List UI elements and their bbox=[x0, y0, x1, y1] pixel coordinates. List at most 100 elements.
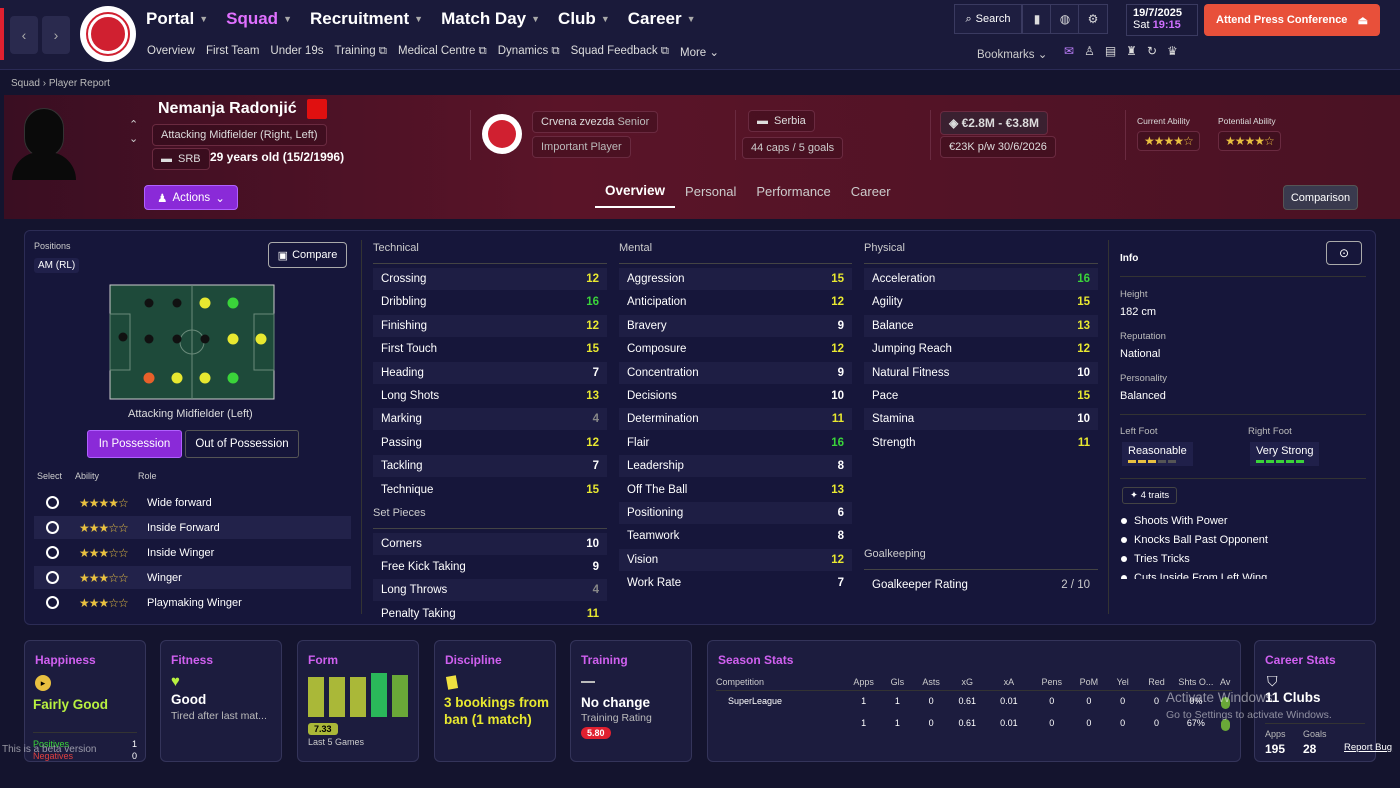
setpieces-attribute-row[interactable]: Long Throws 4 bbox=[373, 579, 607, 602]
press-conference-button[interactable]: Attend Press Conference ⏏ bbox=[1204, 4, 1380, 36]
subnav-overview[interactable]: Overview bbox=[147, 45, 195, 57]
chat-icon[interactable]: ✉ bbox=[1064, 44, 1075, 58]
subnav-medical[interactable]: Medical Centre ⧉ bbox=[398, 45, 487, 57]
tab-overview[interactable]: Overview bbox=[595, 183, 676, 208]
technical-attribute-row[interactable]: Long Shots 13 bbox=[373, 385, 607, 407]
mental-attribute-row[interactable]: Flair 16 bbox=[619, 432, 852, 454]
gear-icon[interactable]: ⚙ bbox=[1078, 4, 1108, 34]
technical-attribute-row[interactable]: Dribbling 16 bbox=[373, 291, 607, 313]
club-logo[interactable] bbox=[80, 6, 136, 62]
subnav-dynamics[interactable]: Dynamics ⧉ bbox=[497, 45, 560, 57]
role-row[interactable]: ★★★☆☆ Inside Winger bbox=[34, 541, 351, 564]
physical-attribute-row[interactable]: Stamina 10 bbox=[864, 408, 1098, 431]
role-radio[interactable] bbox=[46, 496, 59, 509]
club-badge[interactable] bbox=[482, 114, 522, 154]
trophy-icon[interactable]: ♛ bbox=[1167, 44, 1178, 58]
nav-squad[interactable]: Squad ▼ bbox=[226, 9, 292, 28]
role-row[interactable]: ★★★☆☆ Winger bbox=[34, 566, 351, 589]
bookmarks-menu[interactable]: Bookmarks ⌄ bbox=[977, 49, 1048, 61]
subnav-under19[interactable]: Under 19s bbox=[270, 45, 324, 57]
training-card[interactable]: Training No change Training Rating 5.80 bbox=[570, 640, 692, 762]
physical-attribute-row[interactable]: Pace 15 bbox=[864, 385, 1098, 407]
tactics-icon[interactable]: ♜ bbox=[1126, 44, 1137, 58]
tab-career[interactable]: Career bbox=[850, 184, 891, 199]
mental-attribute-row[interactable]: Leadership 8 bbox=[619, 455, 852, 478]
season-row[interactable]: SuperLeague 1 1 0 0.61 0.01 0 0 0 0 0% bbox=[716, 690, 1232, 712]
report-bug-link[interactable]: Report Bug bbox=[1344, 742, 1393, 753]
nav-match-day[interactable]: Match Day ▼ bbox=[441, 9, 541, 28]
technical-attribute-row[interactable]: Crossing 12 bbox=[373, 268, 607, 290]
technical-attribute-row[interactable]: Heading 7 bbox=[373, 361, 607, 384]
subnav-more[interactable]: More ⌄ bbox=[680, 47, 720, 59]
mental-attribute-row[interactable]: Teamwork 8 bbox=[619, 525, 852, 547]
physical-attribute-row[interactable]: Natural Fitness 10 bbox=[864, 361, 1098, 384]
nav-recruitment[interactable]: Recruitment ▼ bbox=[309, 9, 424, 28]
role-radio[interactable] bbox=[46, 596, 59, 609]
subnav-training[interactable]: Training ⧉ bbox=[334, 45, 387, 57]
mental-attribute-row[interactable]: Vision 12 bbox=[619, 548, 852, 571]
technical-attribute-row[interactable]: Marking 4 bbox=[373, 408, 607, 431]
setpieces-attribute-row[interactable]: Penalty Taking 11 bbox=[373, 603, 607, 625]
compare-button[interactable]: ▣ Compare bbox=[268, 242, 347, 268]
tab-personal[interactable]: Personal bbox=[685, 184, 737, 199]
form-card[interactable]: Form 7.33 Last 5 Games bbox=[297, 640, 419, 762]
tab-performance[interactable]: Performance bbox=[756, 184, 831, 199]
mental-attribute-row[interactable]: Positioning 6 bbox=[619, 501, 852, 524]
mental-attribute-row[interactable]: Anticipation 12 bbox=[619, 291, 852, 313]
mental-attribute-row[interactable]: Determination 11 bbox=[619, 408, 852, 431]
mental-attribute-row[interactable]: Concentration 9 bbox=[619, 361, 852, 384]
search-button[interactable]: ⌕ Search bbox=[954, 4, 1022, 34]
technical-attribute-row[interactable]: Finishing 12 bbox=[373, 314, 607, 337]
info-settings-icon[interactable]: ⊙ bbox=[1326, 241, 1362, 265]
role-row[interactable]: ★★★☆☆ Inside Forward bbox=[34, 516, 351, 539]
physical-attribute-row[interactable]: Jumping Reach 12 bbox=[864, 338, 1098, 360]
role-radio[interactable] bbox=[46, 521, 59, 534]
in-possession-tab[interactable]: In Possession bbox=[87, 430, 182, 458]
physical-attribute-row[interactable]: Acceleration 16 bbox=[864, 268, 1098, 290]
mental-attribute-row[interactable]: Aggression 15 bbox=[619, 268, 852, 290]
mental-attribute-row[interactable]: Bravery 9 bbox=[619, 314, 852, 337]
subnav-first-team[interactable]: First Team bbox=[205, 45, 260, 57]
globe-icon[interactable]: ◍ bbox=[1050, 4, 1080, 34]
nav-career[interactable]: Career ▼ bbox=[627, 9, 696, 28]
career-stats-card[interactable]: Career Stats ⛉ 11 Clubs Apps 195 Goals 2… bbox=[1254, 640, 1376, 762]
forward-button[interactable]: › bbox=[42, 16, 70, 54]
bookmark-icon[interactable]: ▮ bbox=[1022, 4, 1052, 34]
mental-attribute-row[interactable]: Composure 12 bbox=[619, 338, 852, 360]
mental-attribute-row[interactable]: Decisions 10 bbox=[619, 385, 852, 407]
setpieces-attribute-row[interactable]: Corners 10 bbox=[373, 532, 607, 555]
technical-attribute-row[interactable]: First Touch 15 bbox=[373, 338, 607, 360]
subnav-feedback[interactable]: Squad Feedback ⧉ bbox=[570, 45, 669, 57]
technical-attribute-row[interactable]: Technique 15 bbox=[373, 479, 607, 501]
player-switch[interactable]: ⌃ ⌄ bbox=[129, 119, 139, 145]
season-stats-card[interactable]: Season Stats Competition Apps Gls Asts xG xA P… bbox=[707, 640, 1241, 762]
comparison-button[interactable]: Comparison bbox=[1283, 185, 1358, 210]
physical-attribute-row[interactable]: Agility 15 bbox=[864, 291, 1098, 313]
back-button[interactable]: ‹ bbox=[10, 16, 38, 54]
setpieces-attribute-row[interactable]: Free Kick Taking 9 bbox=[373, 556, 607, 578]
nation-name[interactable]: ▬ Serbia bbox=[748, 110, 815, 132]
nav-club[interactable]: Club ▼ bbox=[558, 9, 610, 28]
happiness-card[interactable]: Happiness ▸ Fairly Good Positives 1 Negat… bbox=[24, 640, 146, 762]
mental-attribute-row[interactable]: Off The Ball 13 bbox=[619, 479, 852, 501]
club-name[interactable]: Crvena zvezda Senior bbox=[532, 111, 659, 133]
role-radio[interactable] bbox=[46, 571, 59, 584]
out-possession-tab[interactable]: Out of Possession bbox=[185, 430, 299, 458]
discipline-card[interactable]: Discipline 3 bookings from ban (1 match) bbox=[434, 640, 556, 762]
role-row[interactable]: ★★★★☆ Wide forward bbox=[34, 491, 351, 514]
season-row[interactable]: 1 1 0 0.61 0.01 0 0 0 0 67% bbox=[716, 712, 1232, 734]
clipboard-icon[interactable]: ▤ bbox=[1104, 44, 1117, 58]
role-row[interactable]: ★★★☆☆ Playmaking Winger bbox=[34, 591, 351, 614]
breadcrumb-squad[interactable]: Squad bbox=[11, 78, 40, 89]
physical-attribute-row[interactable]: Strength 11 bbox=[864, 432, 1098, 454]
technical-attribute-row[interactable]: Tackling 7 bbox=[373, 455, 607, 478]
role-radio[interactable] bbox=[46, 546, 59, 559]
actions-button[interactable]: ♟ Actions ⌄ bbox=[144, 185, 238, 210]
technical-attribute-row[interactable]: Passing 12 bbox=[373, 432, 607, 454]
fitness-card[interactable]: Fitness ♥ Good Tired after last mat... bbox=[160, 640, 282, 762]
shirt-icon[interactable]: ♙ bbox=[1084, 44, 1095, 58]
mental-attribute-row[interactable]: Work Rate 7 bbox=[619, 572, 852, 594]
physical-attribute-row[interactable]: Balance 13 bbox=[864, 314, 1098, 337]
nav-portal[interactable]: Portal ▼ bbox=[146, 9, 209, 28]
refresh-icon[interactable]: ↻ bbox=[1146, 44, 1157, 58]
